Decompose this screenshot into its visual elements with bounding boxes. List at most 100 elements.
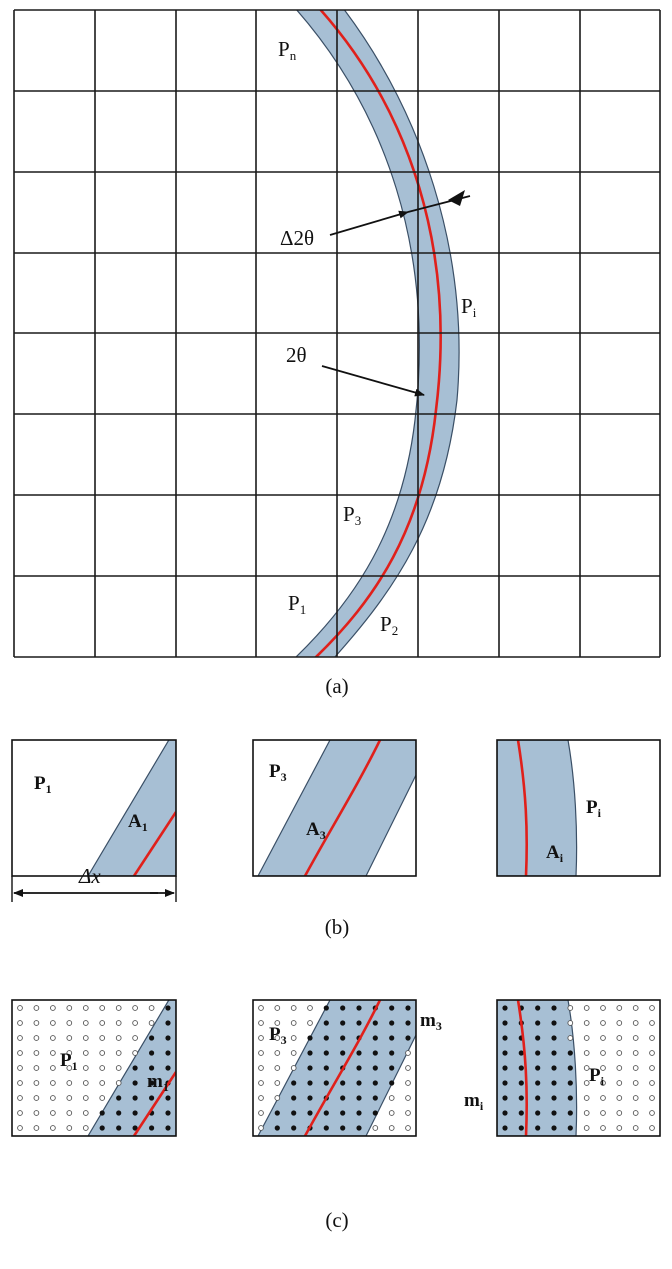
- sample-dot-inside: [323, 1050, 329, 1056]
- sample-dot-outside: [274, 1050, 281, 1056]
- label-p1: P1: [288, 591, 306, 617]
- sample-dot-inside: [132, 1080, 138, 1086]
- ridge-segment-p3: [303, 740, 382, 876]
- pixel-grid: [13, 9, 661, 658]
- sample-dot-outside: [616, 1095, 623, 1101]
- sample-dot-inside: [132, 1125, 138, 1131]
- sample-dot-outside: [115, 1035, 122, 1041]
- sample-dot-outside: [132, 1005, 138, 1011]
- sample-dot-outside: [82, 1050, 89, 1056]
- sample-dot-outside: [17, 1125, 23, 1131]
- pixel-box-c1: [11, 999, 177, 1137]
- sample-dot-outside: [290, 1005, 297, 1011]
- sample-dot-inside: [99, 1110, 105, 1116]
- sample-dot-outside: [616, 1035, 623, 1041]
- sample-dot-inside: [535, 1020, 541, 1026]
- c-label-pi: Pi: [589, 1065, 605, 1088]
- sample-dot-inside: [567, 1050, 573, 1056]
- sample-dot-inside: [551, 1110, 557, 1116]
- sample-dot-inside: [116, 1110, 122, 1116]
- sample-dot-outside: [583, 1080, 590, 1086]
- sample-dot-inside: [165, 1005, 171, 1011]
- sample-dot-outside: [290, 1065, 297, 1071]
- sample-dot-inside: [372, 1095, 378, 1101]
- sample-dot-outside: [99, 1050, 106, 1056]
- sample-dots-ci: [502, 1005, 655, 1131]
- sample-dot-inside: [307, 1080, 313, 1086]
- sample-dot-outside: [274, 1005, 281, 1011]
- ridge-segment-pi: [516, 740, 529, 876]
- sample-dot-outside: [66, 1095, 73, 1101]
- sample-dot-outside: [290, 1020, 297, 1026]
- sample-dot-inside: [307, 1095, 313, 1101]
- b-label-a3: A3: [306, 819, 326, 842]
- sample-dot-outside: [66, 1125, 73, 1131]
- sample-dot-inside: [291, 1110, 297, 1116]
- sample-dot-outside: [82, 1125, 89, 1131]
- sample-dot-outside: [600, 1095, 606, 1101]
- sample-dot-inside: [340, 1005, 346, 1011]
- sample-dot-outside: [649, 1110, 655, 1116]
- sample-dot-outside: [66, 1020, 73, 1026]
- band-segment-c1: [87, 1000, 176, 1136]
- sample-dot-inside: [502, 1065, 508, 1071]
- sample-dot-outside: [82, 1035, 89, 1041]
- sample-dot-outside: [258, 1095, 264, 1101]
- sample-dot-outside: [583, 1065, 590, 1071]
- delta-arrow-inner: [329, 210, 409, 236]
- sample-dot-inside: [551, 1095, 557, 1101]
- sample-dot-outside: [66, 1080, 73, 1086]
- panel-c: P1 m1 P3 m3 Pi mi (c): [11, 999, 661, 1232]
- sample-dot-outside: [17, 1020, 23, 1026]
- sample-dot-outside: [50, 1005, 56, 1011]
- sample-dot-inside: [165, 1065, 171, 1071]
- sample-dot-inside: [372, 1035, 378, 1041]
- sample-dot-outside: [632, 1080, 639, 1086]
- sample-dot-inside: [307, 1050, 313, 1056]
- sample-dot-outside: [82, 1005, 89, 1011]
- sample-dot-outside: [17, 1035, 23, 1041]
- sample-dot-inside: [323, 1005, 329, 1011]
- sample-dot-outside: [649, 1005, 655, 1011]
- sample-dot-outside: [616, 1065, 623, 1071]
- sample-dot-inside: [149, 1065, 155, 1071]
- sample-dot-inside: [291, 1095, 297, 1101]
- sample-dot-inside: [340, 1110, 346, 1116]
- sample-dot-outside: [583, 1095, 590, 1101]
- sample-dot-inside: [116, 1125, 122, 1131]
- pixel-box-ci: [496, 999, 661, 1137]
- sample-dot-outside: [290, 1050, 297, 1056]
- two-theta-arrow: [321, 365, 425, 397]
- sample-dot-inside: [274, 1125, 280, 1131]
- sample-dot-outside: [82, 1080, 89, 1086]
- sample-dot-outside: [66, 1065, 73, 1071]
- sample-dot-outside: [600, 1035, 606, 1041]
- sample-dot-outside: [649, 1020, 655, 1026]
- sample-dot-outside: [649, 1035, 655, 1041]
- sample-dot-outside: [50, 1035, 56, 1041]
- sample-dot-outside: [600, 1125, 606, 1131]
- sample-dot-outside: [274, 1035, 281, 1041]
- sample-dot-outside: [258, 1110, 264, 1116]
- b-label-ai: Ai: [546, 842, 564, 865]
- sample-dot-outside: [66, 1110, 73, 1116]
- sample-dot-outside: [388, 1095, 395, 1101]
- sample-dot-outside: [33, 1020, 40, 1026]
- ridge-segment-ci: [516, 1000, 529, 1136]
- sample-dot-outside: [583, 1110, 590, 1116]
- sample-dot-outside: [567, 1035, 574, 1041]
- sample-dot-inside: [502, 1125, 508, 1131]
- sample-dot-inside: [405, 1035, 411, 1041]
- sample-dot-inside: [356, 1110, 362, 1116]
- sample-dot-inside: [165, 1125, 171, 1131]
- b-label-p1: P1: [34, 773, 52, 796]
- sample-dot-outside: [50, 1110, 56, 1116]
- sample-dot-outside: [632, 1125, 639, 1131]
- sample-dot-inside: [551, 1005, 557, 1011]
- sample-dot-inside: [165, 1110, 171, 1116]
- sample-dot-outside: [17, 1005, 23, 1011]
- sample-dot-outside: [82, 1020, 89, 1026]
- sample-dot-outside: [567, 1020, 574, 1026]
- caption-b: (b): [325, 915, 350, 939]
